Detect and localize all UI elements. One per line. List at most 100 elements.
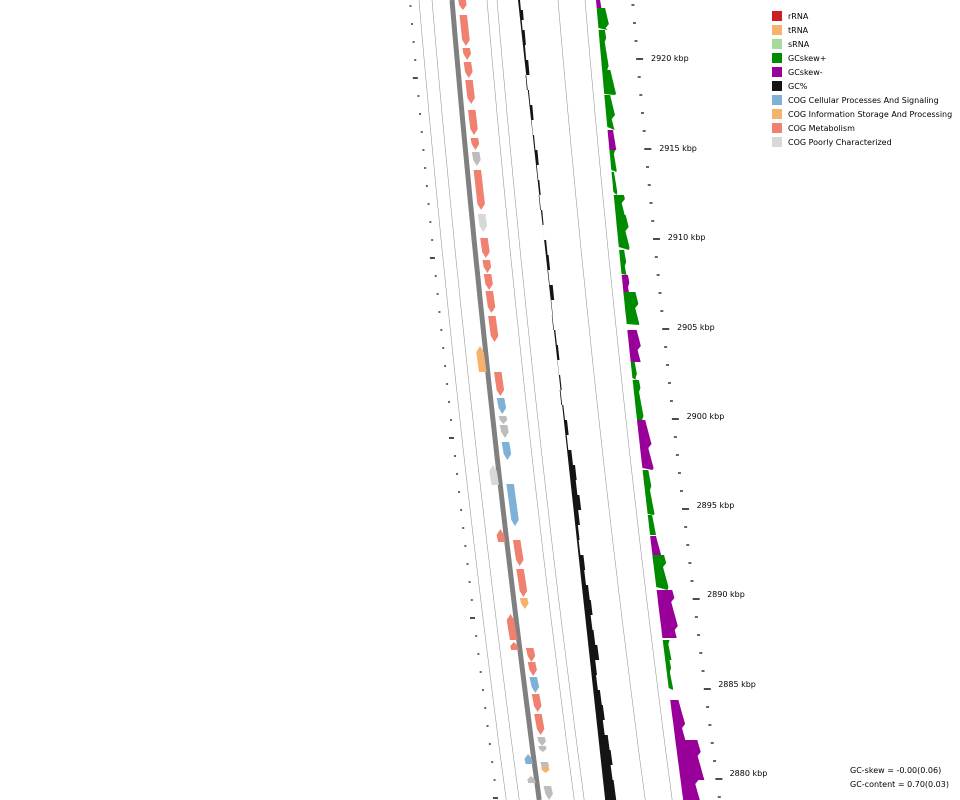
- gc-content-stat: GC-content = 0.70(0.03): [850, 780, 949, 789]
- legend-swatch-gcskew-minus: [772, 67, 782, 77]
- gc-skew-positive-segment: [611, 172, 618, 195]
- ruler-label-2905: 2905 kbp: [677, 323, 715, 332]
- legend-item-gc-percent: GC%: [772, 79, 952, 93]
- cds-feature-arrow: [462, 48, 471, 60]
- gc-skew-negative-segment: [627, 330, 641, 362]
- legend-swatch-cog-cellular: [772, 95, 782, 105]
- cds-feature-arrow: [541, 767, 550, 773]
- cds-feature-arrow: [543, 786, 553, 800]
- outer-scale-ticks: [631, 4, 723, 798]
- legend-item-gcskew-minus: GCskew-: [772, 65, 952, 79]
- cds-feature-arrow: [468, 110, 478, 135]
- legend: rRNA tRNA sRNA GCskew+ GCskew- GC% COG C…: [772, 9, 952, 149]
- gc-skew-positive-segment: [630, 362, 637, 380]
- gc-skew-positive-segment: [619, 250, 627, 275]
- legend-item-gcskew-plus: GCskew+: [772, 51, 952, 65]
- gc-skew-negative-segment: [670, 700, 686, 740]
- legend-label-rrna: rRNA: [788, 11, 809, 21]
- legend-swatch-cog-information: [772, 109, 782, 119]
- gc-skew-plot: [596, 0, 705, 800]
- cds-feature-arrow: [527, 776, 536, 783]
- gc-skew-negative-segment: [656, 590, 678, 638]
- cds-feature-arrow: [477, 214, 488, 232]
- cds-feature-arrow: [463, 62, 473, 78]
- legend-label-cog-poorly: COG Poorly Characterized: [788, 137, 892, 147]
- gc-skew-positive-segment: [623, 292, 640, 325]
- gc-skew-positive-segment: [642, 470, 655, 515]
- legend-swatch-gcskew-plus: [772, 53, 782, 63]
- cds-feature-arrow: [534, 714, 545, 735]
- ruler-label-2880: 2880 kbp: [730, 769, 768, 778]
- legend-label-srna: sRNA: [788, 39, 810, 49]
- cds-feature-arrow: [512, 540, 524, 566]
- cds-feature-arrow: [482, 260, 492, 273]
- gc-skew-positive-segment: [613, 195, 625, 215]
- gc-skew-positive-segment: [596, 8, 609, 30]
- cds-feature-arrow: [519, 598, 529, 609]
- cds-feature-arrow: [465, 80, 475, 104]
- ruler-label-2885: 2885 kbp: [718, 680, 756, 689]
- cds-feature-arrow: [471, 152, 481, 166]
- cds-feature-arrow: [538, 746, 547, 752]
- feature-track: [458, 0, 553, 800]
- cds-feature-arrow: [473, 170, 485, 210]
- ruler-label-2895: 2895 kbp: [697, 501, 735, 510]
- track-boundary-line: [486, 0, 575, 800]
- cds-feature-arrow: [537, 737, 546, 746]
- legend-swatch-trna: [772, 25, 782, 35]
- ruler-label-2920: 2920 kbp: [651, 54, 689, 63]
- gc-skew-positive-segment: [604, 95, 615, 130]
- inner-scale-ticks: [409, 5, 498, 799]
- ruler-labels: 2920 kbp 2915 kbp 2910 kbp 2905 kbp 2900…: [651, 54, 767, 778]
- legend-item-rrna: rRNA: [772, 9, 952, 23]
- gc-skew-negative-segment: [607, 130, 617, 150]
- legend-swatch-cog-metabolism: [772, 123, 782, 133]
- gc-skew-positive-segment: [652, 555, 669, 590]
- cds-feature-arrow: [525, 648, 536, 662]
- gc-skew-positive-segment: [662, 640, 672, 660]
- cds-feature-arrow: [510, 642, 519, 650]
- gc-skew-positive-segment: [647, 515, 656, 535]
- ruler-label-2910: 2910 kbp: [668, 233, 706, 242]
- legend-item-trna: tRNA: [772, 23, 952, 37]
- cds-feature-arrow: [496, 529, 506, 542]
- cds-feature-arrow: [524, 754, 534, 764]
- gc-skew-negative-segment: [675, 740, 705, 780]
- gc-skew-negative-segment: [637, 420, 654, 470]
- ruler-label-2900: 2900 kbp: [687, 412, 725, 421]
- cds-feature-arrow: [531, 694, 542, 712]
- track-boundary-line: [418, 0, 507, 800]
- ruler-label-2915: 2915 kbp: [659, 144, 697, 153]
- cds-feature-arrow: [529, 677, 540, 693]
- gc-skew-positive-segment: [665, 660, 673, 690]
- cds-feature-arrow: [506, 614, 518, 640]
- cds-feature-arrow: [489, 465, 499, 485]
- cds-feature-arrow: [516, 569, 528, 597]
- legend-label-gcskew-plus: GCskew+: [788, 53, 827, 63]
- cds-feature-arrow: [499, 425, 509, 438]
- legend-item-cog-cellular: COG Cellular Processes And Signaling: [772, 93, 952, 107]
- cds-feature-arrow: [476, 346, 487, 372]
- legend-swatch-rrna: [772, 11, 782, 21]
- legend-label-trna: tRNA: [788, 25, 809, 35]
- legend-item-cog-information: COG Information Storage And Processing: [772, 107, 952, 121]
- ruler-label-2890: 2890 kbp: [707, 590, 745, 599]
- legend-label-gc-percent: GC%: [788, 81, 808, 91]
- legend-swatch-gc-percent: [772, 81, 782, 91]
- track-boundary-line: [431, 0, 520, 800]
- legend-label-cog-cellular: COG Cellular Processes And Signaling: [788, 95, 939, 105]
- legend-label-cog-information: COG Information Storage And Processing: [788, 109, 953, 119]
- cds-feature-arrow: [459, 15, 470, 46]
- gc-skew-positive-segment: [609, 150, 617, 172]
- legend-label-cog-metabolism: COG Metabolism: [788, 123, 855, 133]
- gc-skew-stat: GC-skew = -0.00(0.06): [850, 766, 942, 775]
- legend-swatch-cog-poorly: [772, 137, 782, 147]
- cds-feature-arrow: [480, 238, 490, 258]
- gc-skew-negative-segment: [680, 780, 700, 800]
- legend-item-srna: sRNA: [772, 37, 952, 51]
- cds-feature-arrow: [485, 291, 496, 313]
- genome-backbone: [449, 0, 542, 800]
- cds-feature-arrow: [494, 372, 505, 396]
- track-boundary-line: [557, 0, 646, 800]
